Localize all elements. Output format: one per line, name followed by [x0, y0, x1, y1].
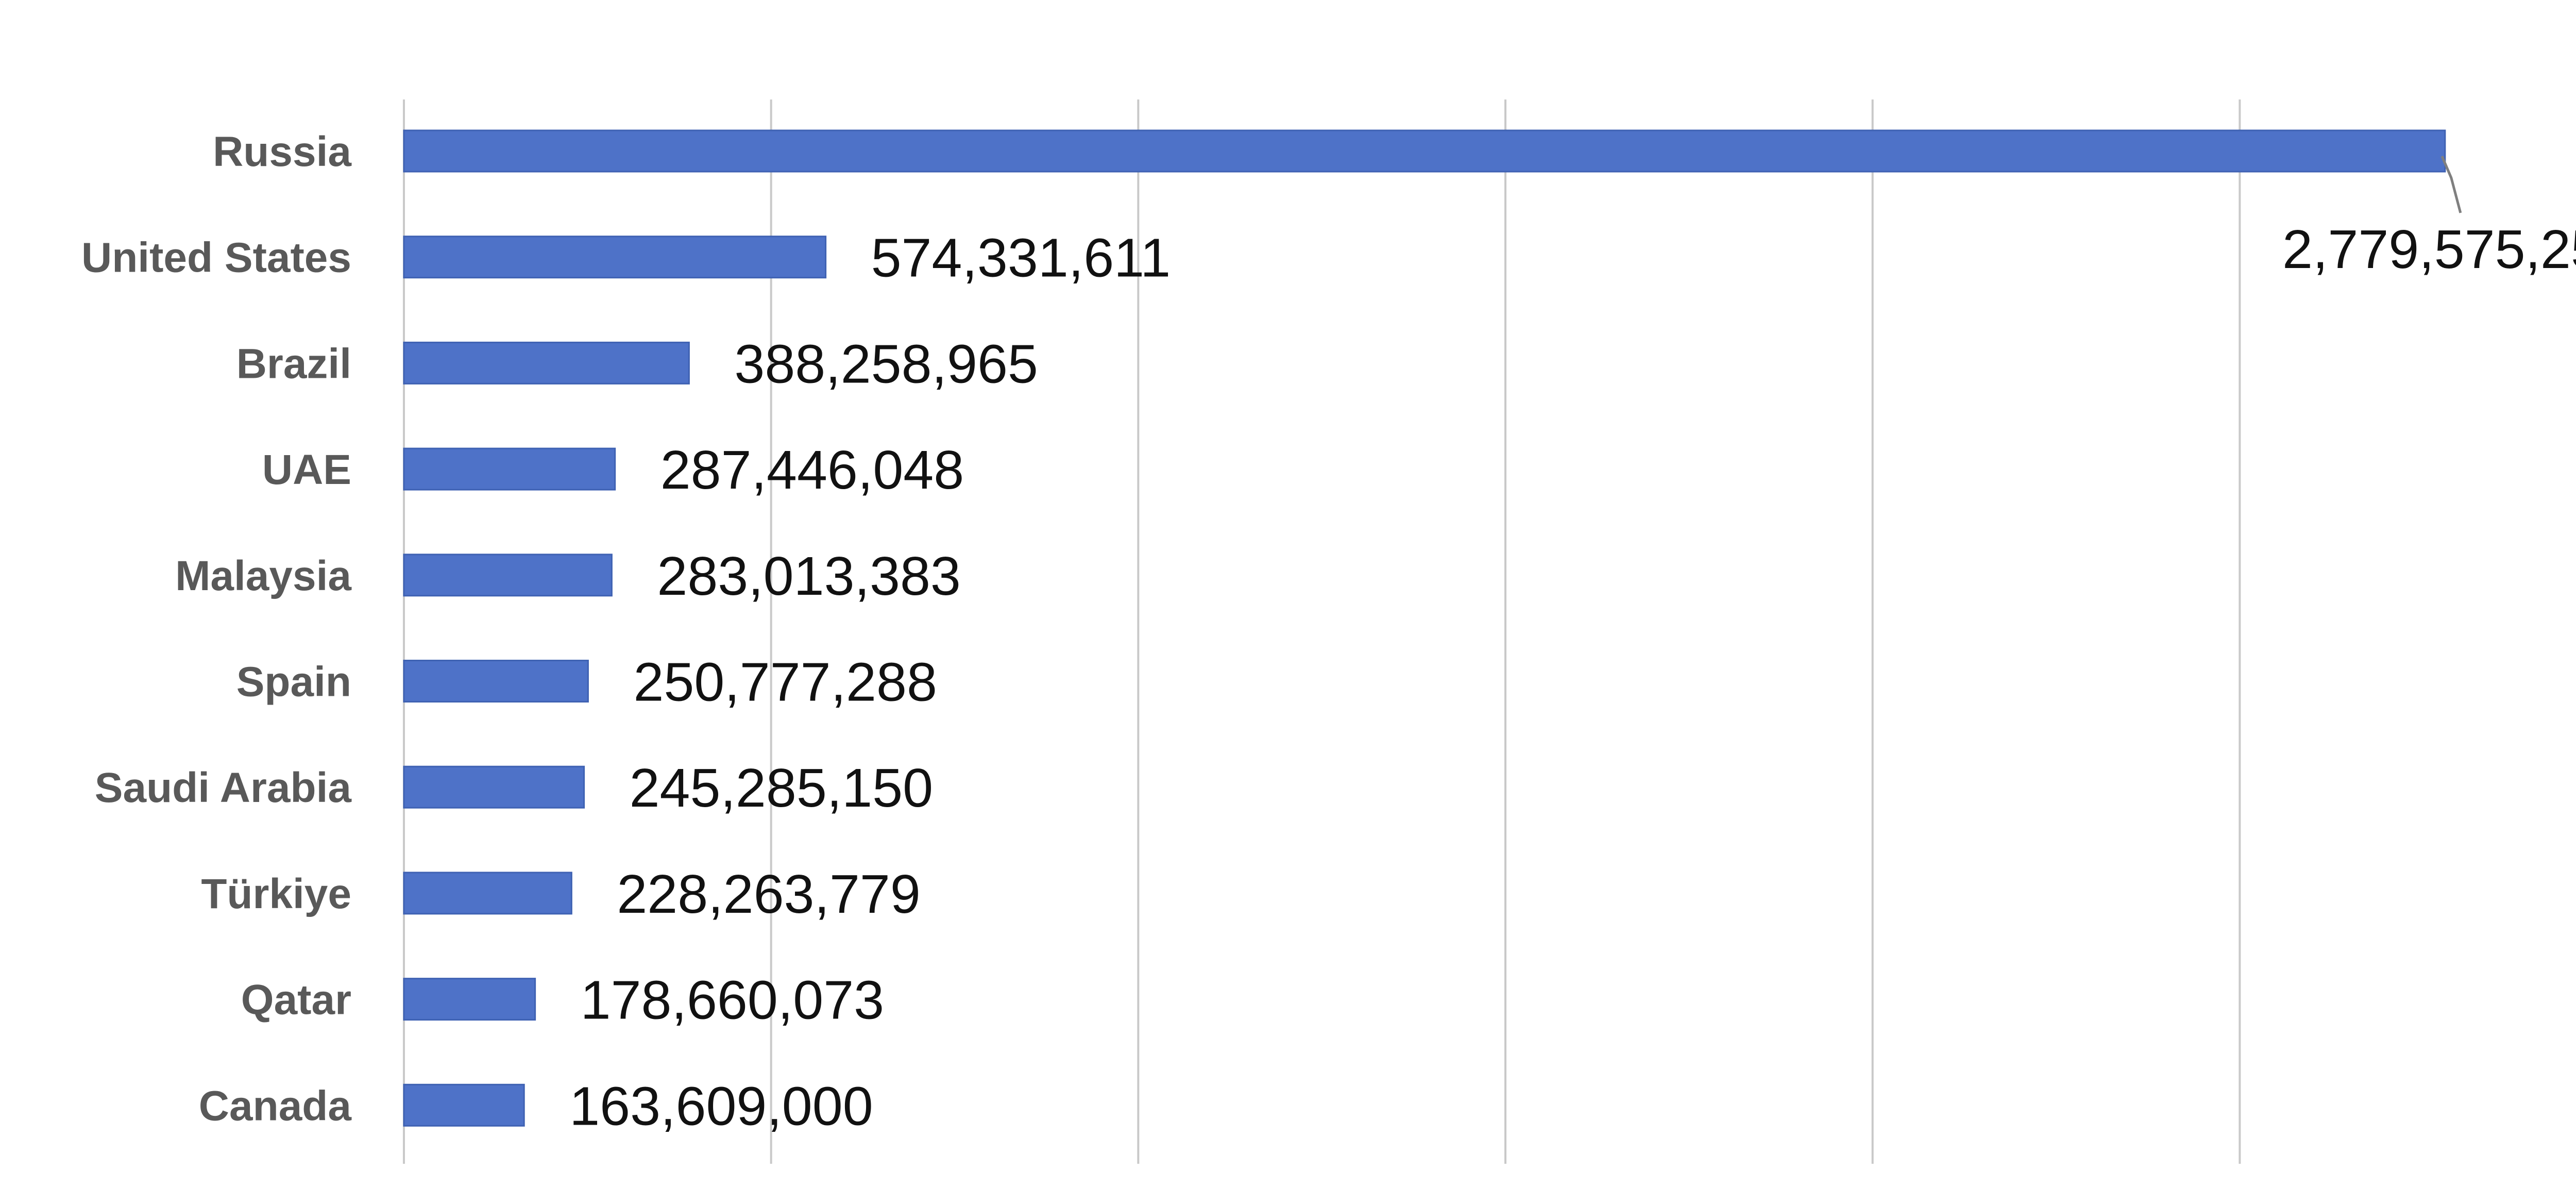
category-label-5: Spain — [236, 659, 351, 706]
category-label-8: Qatar — [241, 977, 351, 1024]
bar-4 — [403, 554, 613, 597]
value-label-9: 163,609,000 — [569, 1076, 873, 1136]
category-label-7: Türkiye — [201, 871, 351, 917]
value-label-6: 245,285,150 — [630, 758, 933, 818]
bar-5 — [403, 660, 589, 703]
bar-1 — [403, 236, 827, 279]
category-label-1: United States — [81, 235, 351, 281]
category-label-4: Malaysia — [175, 553, 352, 599]
bar-8 — [403, 978, 536, 1021]
value-label-3: 287,446,048 — [660, 440, 964, 500]
category-label-9: Canada — [199, 1082, 352, 1129]
value-label-1: 574,331,611 — [871, 228, 1171, 289]
value-label-5: 250,777,288 — [633, 652, 937, 713]
value-labels: 2,779,575,251 574,331,611 388,258,965 287,4… — [569, 156, 2576, 1136]
bar-9 — [403, 1083, 525, 1127]
bar-7 — [403, 872, 572, 915]
value-label-2: 388,258,965 — [734, 333, 1038, 394]
category-label-0: Russia — [213, 128, 352, 175]
bar-3 — [403, 447, 616, 491]
category-label-6: Saudi Arabia — [95, 764, 352, 811]
category-label-2: Brazil — [236, 340, 351, 387]
value-label-0: 2,779,575,251 — [2282, 219, 2576, 280]
leader-line — [2441, 156, 2462, 213]
category-labels: Russia United States Brazil UAE Malaysia Spai… — [81, 128, 352, 1129]
bars — [403, 129, 2446, 1127]
value-label-8: 178,660,073 — [581, 970, 884, 1031]
bar-6 — [403, 765, 585, 809]
bar-0 — [403, 129, 2446, 173]
category-label-3: UAE — [262, 446, 351, 493]
bar-2 — [403, 341, 690, 384]
value-label-4: 283,013,383 — [657, 546, 960, 607]
value-label-7: 228,263,779 — [617, 864, 920, 925]
